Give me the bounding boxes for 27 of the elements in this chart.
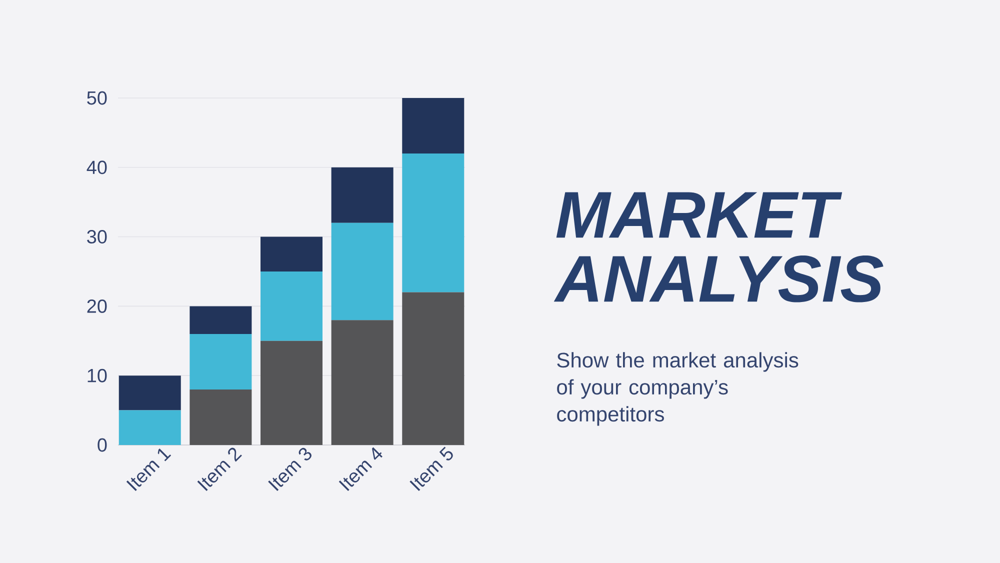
x-tick-label: Item 5 — [410, 446, 453, 491]
y-tick-label: 50 — [87, 91, 107, 105]
y-tick-label: 20 — [87, 299, 107, 313]
bar — [260, 340, 323, 445]
x-tick-label: Item 2 — [197, 448, 242, 492]
bar — [118, 376, 181, 410]
bar — [118, 410, 181, 445]
bar — [331, 167, 394, 223]
bar — [190, 306, 252, 334]
y-tick-label: 30 — [87, 230, 107, 244]
text: MARKET ANALYSIS — [554, 192, 884, 302]
bar — [331, 222, 394, 320]
bar — [260, 236, 323, 272]
bar — [402, 98, 464, 154]
bar — [190, 389, 252, 445]
bar — [402, 292, 464, 445]
bar — [260, 271, 323, 341]
y-tick-label: 0 — [98, 438, 107, 452]
y-tick-label: 10 — [88, 368, 107, 382]
bar — [331, 320, 394, 445]
bar — [402, 154, 464, 292]
y-tick-label: 40 — [86, 160, 107, 174]
bar — [190, 334, 252, 390]
x-tick-label: Item 1 — [126, 448, 172, 491]
x-tick-label: Item 4 — [338, 447, 382, 491]
x-tick-label: Item 3 — [268, 448, 312, 492]
text: Show the market analysis of your company’s competitors — [557, 352, 798, 426]
